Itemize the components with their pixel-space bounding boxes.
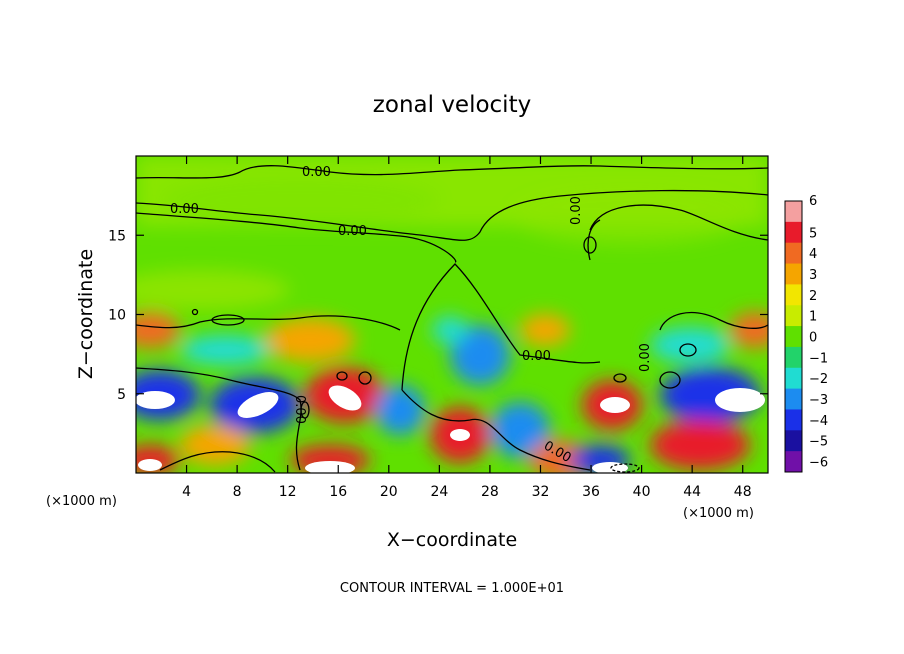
colorbar-swatch [785, 263, 802, 285]
colorbar-swatch [785, 409, 802, 431]
x-tick-label: 20 [380, 484, 398, 500]
y-tick-label: 15 [108, 228, 126, 244]
colorbar-label: −1 [809, 351, 828, 366]
colorbar-frame [784, 200, 803, 473]
colorbar-label: −2 [809, 372, 828, 387]
colorbar-swatch [785, 451, 802, 473]
contour-labels: 0.00 0.00 0.00 0.00 0.00 0.00 0.00 0.00 [170, 165, 653, 466]
colorbar-label: 6 [809, 194, 817, 209]
contour-label: 0.00 [338, 224, 367, 239]
colorbar-swatch [785, 367, 802, 390]
contour-label: 0.00 [292, 395, 307, 424]
contour-label: 0.00 [638, 343, 653, 372]
x-unit-right: (×1000 m) [683, 506, 754, 521]
colorbar-label: −3 [809, 393, 828, 408]
colorbar-swatch [785, 430, 802, 452]
colorbar-swatch [785, 284, 802, 306]
colorbar-label: 0 [809, 331, 817, 346]
plot-area: 0.00 0.00 0.00 0.00 0.00 0.00 0.00 0.00 [136, 156, 768, 473]
y-tick-label: 10 [108, 308, 126, 324]
colorbar-label: 4 [809, 247, 817, 262]
contour-label: 0.00 [569, 196, 584, 225]
y-axis-title: Z−coordinate [75, 249, 97, 379]
colorbar-swatch [785, 221, 802, 244]
x-tick-label: 24 [430, 484, 448, 500]
x-tick-label: 44 [683, 484, 701, 500]
x-tick-label: 16 [329, 484, 347, 500]
x-tick-label: 40 [633, 484, 651, 500]
colorbar: 6 5 4 3 2 1 0 −1 −2 −3 −4 −5 −6 [784, 194, 828, 473]
colorbar-label: 2 [809, 289, 817, 304]
contour-label: 0.00 [170, 202, 199, 217]
x-axis-title: X−coordinate [387, 529, 517, 551]
x-tick-label: 48 [734, 484, 752, 500]
zero-contours [136, 165, 768, 473]
x-tick-label: 36 [582, 484, 600, 500]
colorbar-label: −4 [809, 414, 828, 429]
colorbar-label: −5 [809, 435, 828, 450]
colorbar-label: −6 [809, 456, 828, 471]
saturated-cores [136, 385, 765, 473]
chart-title: zonal velocity [373, 92, 531, 118]
x-tick-label: 32 [532, 484, 550, 500]
x-tick-label: 4 [182, 484, 191, 500]
colorbar-swatch [785, 346, 802, 369]
contour-interval-note: CONTOUR INTERVAL = 1.000E+01 [340, 581, 564, 596]
contour-label: 0.00 [522, 349, 551, 364]
colorbar-swatch [785, 305, 802, 327]
x-unit-left: (×1000 m) [46, 494, 117, 509]
x-tick-label: 28 [481, 484, 499, 500]
x-axis: 4 8 12 16 20 24 28 32 36 40 44 48 [182, 156, 752, 500]
colorbar-swatch [785, 388, 802, 410]
y-tick-label: 5 [117, 387, 126, 403]
colorbar-label: 1 [809, 310, 817, 325]
colorbar-swatch [785, 242, 802, 265]
x-tick-label: 12 [279, 484, 297, 500]
x-tick-label: 8 [233, 484, 242, 500]
contour-label: 0.00 [302, 165, 331, 180]
colorbar-swatch [785, 326, 802, 348]
colorbar-label: 5 [809, 226, 817, 241]
colorbar-swatch [785, 201, 802, 223]
colorbar-label: 3 [809, 268, 817, 283]
y-axis: 5 10 15 [108, 228, 768, 403]
